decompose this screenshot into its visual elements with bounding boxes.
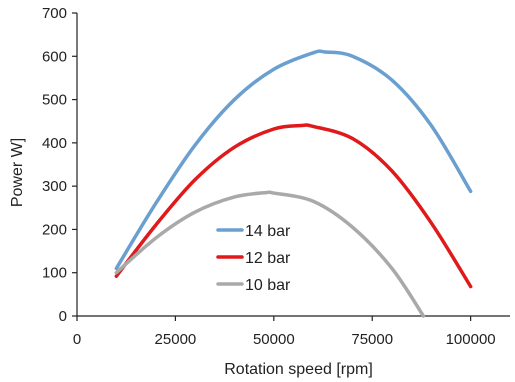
series-lines — [114, 49, 473, 318]
axes: 0 100 200 300 400 500 600 700 0 25000 50000 75000 10… — [42, 5, 510, 348]
x-tick-label: 25000 — [155, 331, 197, 348]
y-tick-label: 300 — [42, 178, 67, 195]
y-tick-label: 100 — [42, 265, 67, 282]
legend-label-14-bar: 14 bar — [245, 223, 291, 240]
x-tick-label: 0 — [73, 331, 81, 348]
y-tick-label: 700 — [42, 5, 67, 22]
legend: 14 bar 12 bar 10 bar — [216, 223, 291, 294]
legend-label-12-bar: 12 bar — [245, 250, 291, 267]
x-tick-label: 50000 — [253, 331, 295, 348]
legend-label-10-bar: 10 bar — [245, 277, 291, 294]
series-line-12-bar — [114, 123, 473, 289]
y-tick-label: 500 — [42, 92, 67, 109]
y-tick-label: 400 — [42, 135, 67, 152]
y-tick-label: 200 — [42, 221, 67, 238]
x-tick-label: 100000 — [446, 331, 496, 348]
y-axis-title: Power W] — [9, 138, 26, 207]
x-axis-title: Rotation speed [rpm] — [224, 361, 373, 378]
y-tick-label: 600 — [42, 48, 67, 65]
x-tick-label: 75000 — [351, 331, 393, 348]
series-line-14-bar — [114, 49, 473, 271]
series-line-10-bar — [114, 190, 426, 318]
y-tick-label: 0 — [59, 308, 67, 325]
